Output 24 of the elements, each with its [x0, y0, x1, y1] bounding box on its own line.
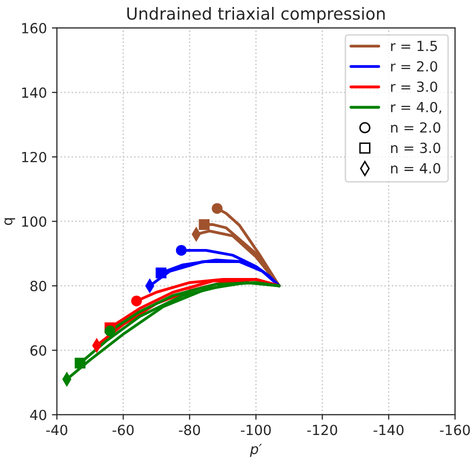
x-tick-label: -100 — [240, 424, 271, 436]
x-tick-label: -160 — [440, 424, 470, 436]
text: n = 2.0 — [391, 122, 440, 133]
y-tick-label: 40 — [30, 410, 46, 420]
y-axis-title: q — [4, 218, 16, 225]
y-tick-label: 160 — [22, 22, 46, 34]
y-tick-label: 60 — [30, 345, 46, 356]
chart-title: Undrained triaxial compression — [127, 6, 385, 24]
text: n = 4.0 — [391, 163, 440, 174]
y-tick-label: 140 — [22, 87, 46, 98]
legend-label: r = 4.0, — [391, 102, 442, 114]
x-tick-label: -40 — [46, 424, 68, 436]
x-tick-label: -60 — [112, 424, 134, 436]
text: n = 3.0 — [391, 142, 440, 154]
x-tick-label: -80 — [178, 424, 200, 436]
x-tick-label: -120 — [307, 424, 338, 436]
y-tick-label: 100 — [22, 216, 46, 227]
legend-label: r = 2.0 — [391, 61, 438, 72]
legend-label: r = 3.0 — [391, 81, 438, 92]
x-axis-title: p′ — [250, 444, 262, 457]
x-tick-label: -140 — [374, 424, 404, 436]
legend-label: r = 1.5 — [391, 40, 437, 52]
y-tick-label: 80 — [30, 280, 46, 292]
y-tick-label: 120 — [22, 152, 46, 162]
